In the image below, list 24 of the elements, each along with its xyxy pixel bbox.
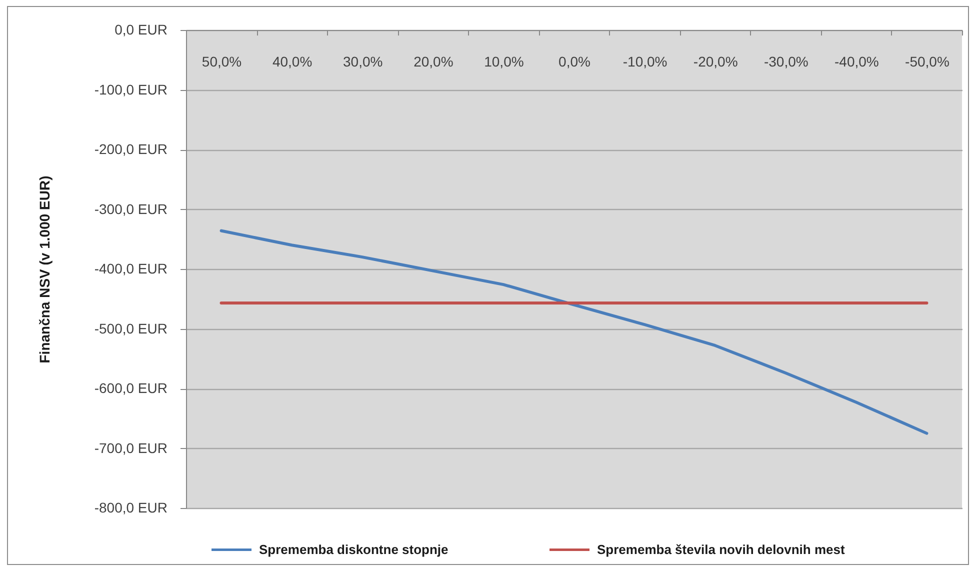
- y-tick-label: -600,0 EUR: [94, 380, 168, 396]
- x-tick-label: -30,0%: [764, 54, 808, 70]
- x-tick-label: -50,0%: [905, 54, 950, 70]
- x-tick-label: -10,0%: [622, 54, 668, 70]
- y-tick-label: 0,0 EUR: [114, 22, 168, 38]
- x-tick-label: 50,0%: [202, 54, 242, 70]
- y-tick-label: -500,0 EUR: [94, 320, 168, 336]
- y-tick-label: -100,0 EUR: [94, 81, 168, 98]
- x-tick-label: 30,0%: [343, 54, 383, 70]
- y-tick-label: -300,0 EUR: [94, 200, 168, 217]
- x-tick-label: 20,0%: [414, 54, 454, 70]
- y-tick-label: -400,0 EUR: [94, 260, 168, 276]
- legend-label: Sprememba števila novih delovnih mest: [597, 542, 846, 557]
- y-axis-title: Finančna NSV (v 1.000 EUR): [36, 176, 52, 364]
- x-tick-label: 10,0%: [484, 54, 524, 70]
- y-tick-label: -800,0 EUR: [94, 500, 168, 516]
- line-series: [220, 229, 928, 435]
- y-tick-label: -200,0 EUR: [94, 141, 168, 157]
- y-tick-label: -700,0 EUR: [94, 440, 168, 456]
- x-tick-label: -20,0%: [693, 54, 738, 70]
- x-tick-label: 40,0%: [272, 54, 312, 70]
- legend-label: Sprememba diskontne stopnje: [259, 542, 448, 557]
- x-tick-label: 0,0%: [558, 54, 590, 70]
- x-tick-label: -40,0%: [834, 54, 879, 70]
